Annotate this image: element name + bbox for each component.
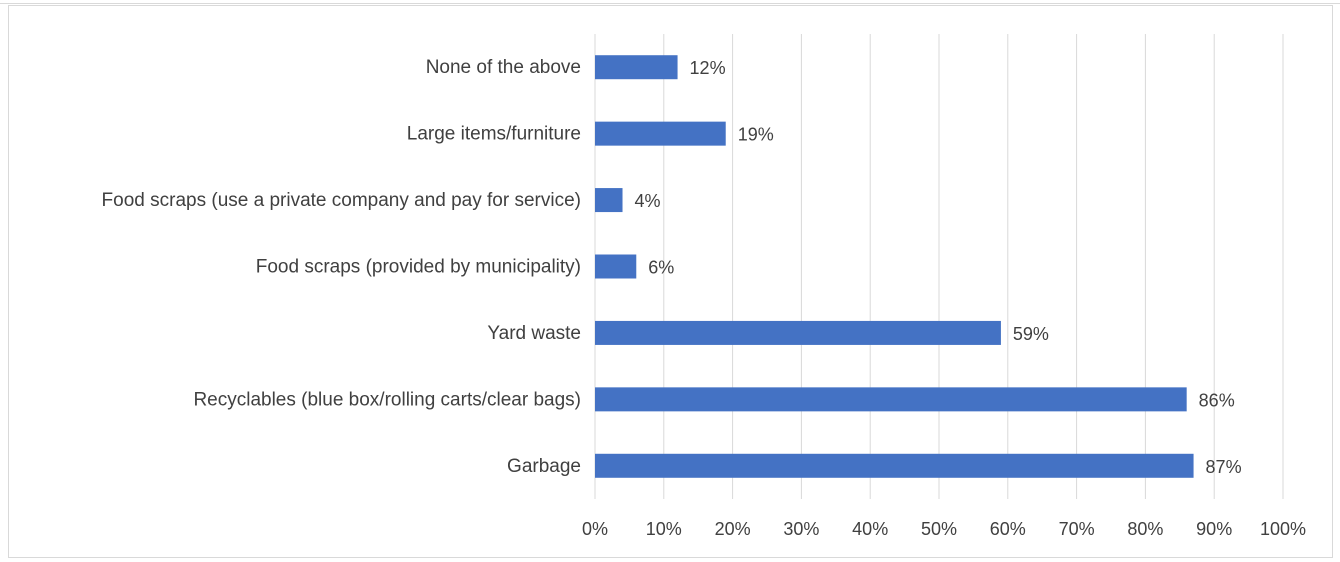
x-tick-label: 50%: [921, 519, 957, 539]
data-label: 6%: [648, 258, 674, 278]
bar: [595, 387, 1187, 412]
bar: [595, 121, 726, 146]
x-tick-label: 30%: [783, 519, 819, 539]
category-label: Large items/furniture: [407, 124, 581, 145]
category-label: None of the above: [426, 57, 581, 78]
x-tick-label: 0%: [582, 519, 608, 539]
x-tick-label: 40%: [852, 519, 888, 539]
x-axis-tick-labels: 0% 10% 20% 30% 40% 50% 60% 70% 80% 90% 100%: [582, 519, 1306, 539]
bar-chart: None of the above Large items/furniture Fo…: [102, 34, 1306, 539]
data-label: 87%: [1206, 457, 1242, 477]
x-tick-label: 100%: [1260, 519, 1306, 539]
category-label: Yard waste: [487, 323, 581, 344]
bar: [595, 254, 637, 279]
bar: [595, 188, 623, 213]
data-labels: 12% 19% 4% 6% 59% 86% 87%: [635, 58, 1242, 477]
category-label: Garbage: [507, 456, 581, 477]
x-tick-label: 60%: [990, 519, 1026, 539]
category-label: Recyclables (blue box/rolling carts/clea…: [193, 389, 581, 410]
x-tick-label: 90%: [1196, 519, 1232, 539]
x-tick-label: 80%: [1127, 519, 1163, 539]
bar: [595, 55, 678, 80]
page-top-border: [0, 0, 1340, 4]
data-label: 86%: [1199, 390, 1235, 410]
chart-frame: None of the above Large items/furniture Fo…: [8, 5, 1333, 558]
data-label: 19%: [738, 125, 774, 145]
data-label: 4%: [635, 191, 661, 211]
data-label: 12%: [690, 58, 726, 78]
x-tick-label: 10%: [646, 519, 682, 539]
x-tick-label: 70%: [1059, 519, 1095, 539]
category-label: Food scraps (use a private company and p…: [102, 190, 581, 211]
data-label: 59%: [1013, 324, 1049, 344]
bars: [595, 55, 1194, 478]
bar: [595, 320, 1001, 345]
gridlines: [594, 34, 1284, 499]
category-labels: None of the above Large items/furniture Fo…: [102, 57, 581, 477]
category-label: Food scraps (provided by municipality): [256, 257, 581, 278]
x-tick-label: 20%: [715, 519, 751, 539]
bar: [595, 453, 1194, 478]
